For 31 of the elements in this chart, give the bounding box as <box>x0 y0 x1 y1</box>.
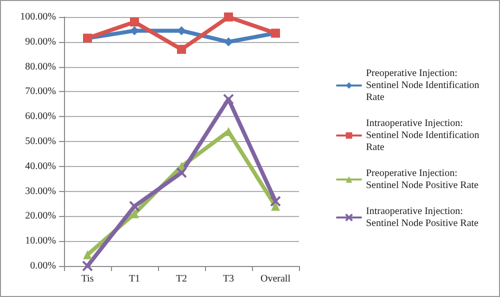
legend-label: Intraoperative Injection: Sentinel Node Identification Rate <box>366 118 482 153</box>
point <box>223 94 234 105</box>
legend-label: Preoperative Injection: Sentinel Node Positive Rate <box>366 168 480 191</box>
point <box>224 37 233 46</box>
y-tick-label: 40.00% <box>25 160 56 172</box>
point <box>176 167 187 178</box>
x-tick-label: Tis <box>81 274 94 284</box>
x-tick-label: Overall <box>260 274 291 284</box>
point <box>82 260 93 272</box>
legend-label: Preoperative Injection: Sentinel Node Identification Rate <box>366 68 482 103</box>
y-tick-label: 0.00% <box>30 260 56 272</box>
y-tick-label: 60.00% <box>25 111 56 122</box>
point <box>129 200 140 212</box>
legend-label: Intraoperative Injection: Sentinel Node Positive Rate <box>366 206 480 229</box>
point <box>224 12 233 22</box>
point <box>271 202 280 211</box>
x-tick-label: T1 <box>128 274 140 284</box>
y-tick-label: 80.00% <box>25 61 56 72</box>
y-tick-label: 10.00% <box>25 236 56 247</box>
point <box>83 250 92 260</box>
x-tick-label: T3 <box>222 274 234 284</box>
point <box>130 17 139 26</box>
y-tick-label: 100.00% <box>20 12 56 22</box>
y-tick-label: 20.00% <box>25 210 56 222</box>
y-tick-label: 50.00% <box>25 136 56 147</box>
x-tick-label: T2 <box>176 274 188 284</box>
y-tick-label: 90.00% <box>25 36 56 48</box>
y-tick-label: 30.00% <box>25 186 56 197</box>
point <box>270 196 281 207</box>
point <box>177 44 186 54</box>
y-tick-label: 70.00% <box>25 86 56 98</box>
